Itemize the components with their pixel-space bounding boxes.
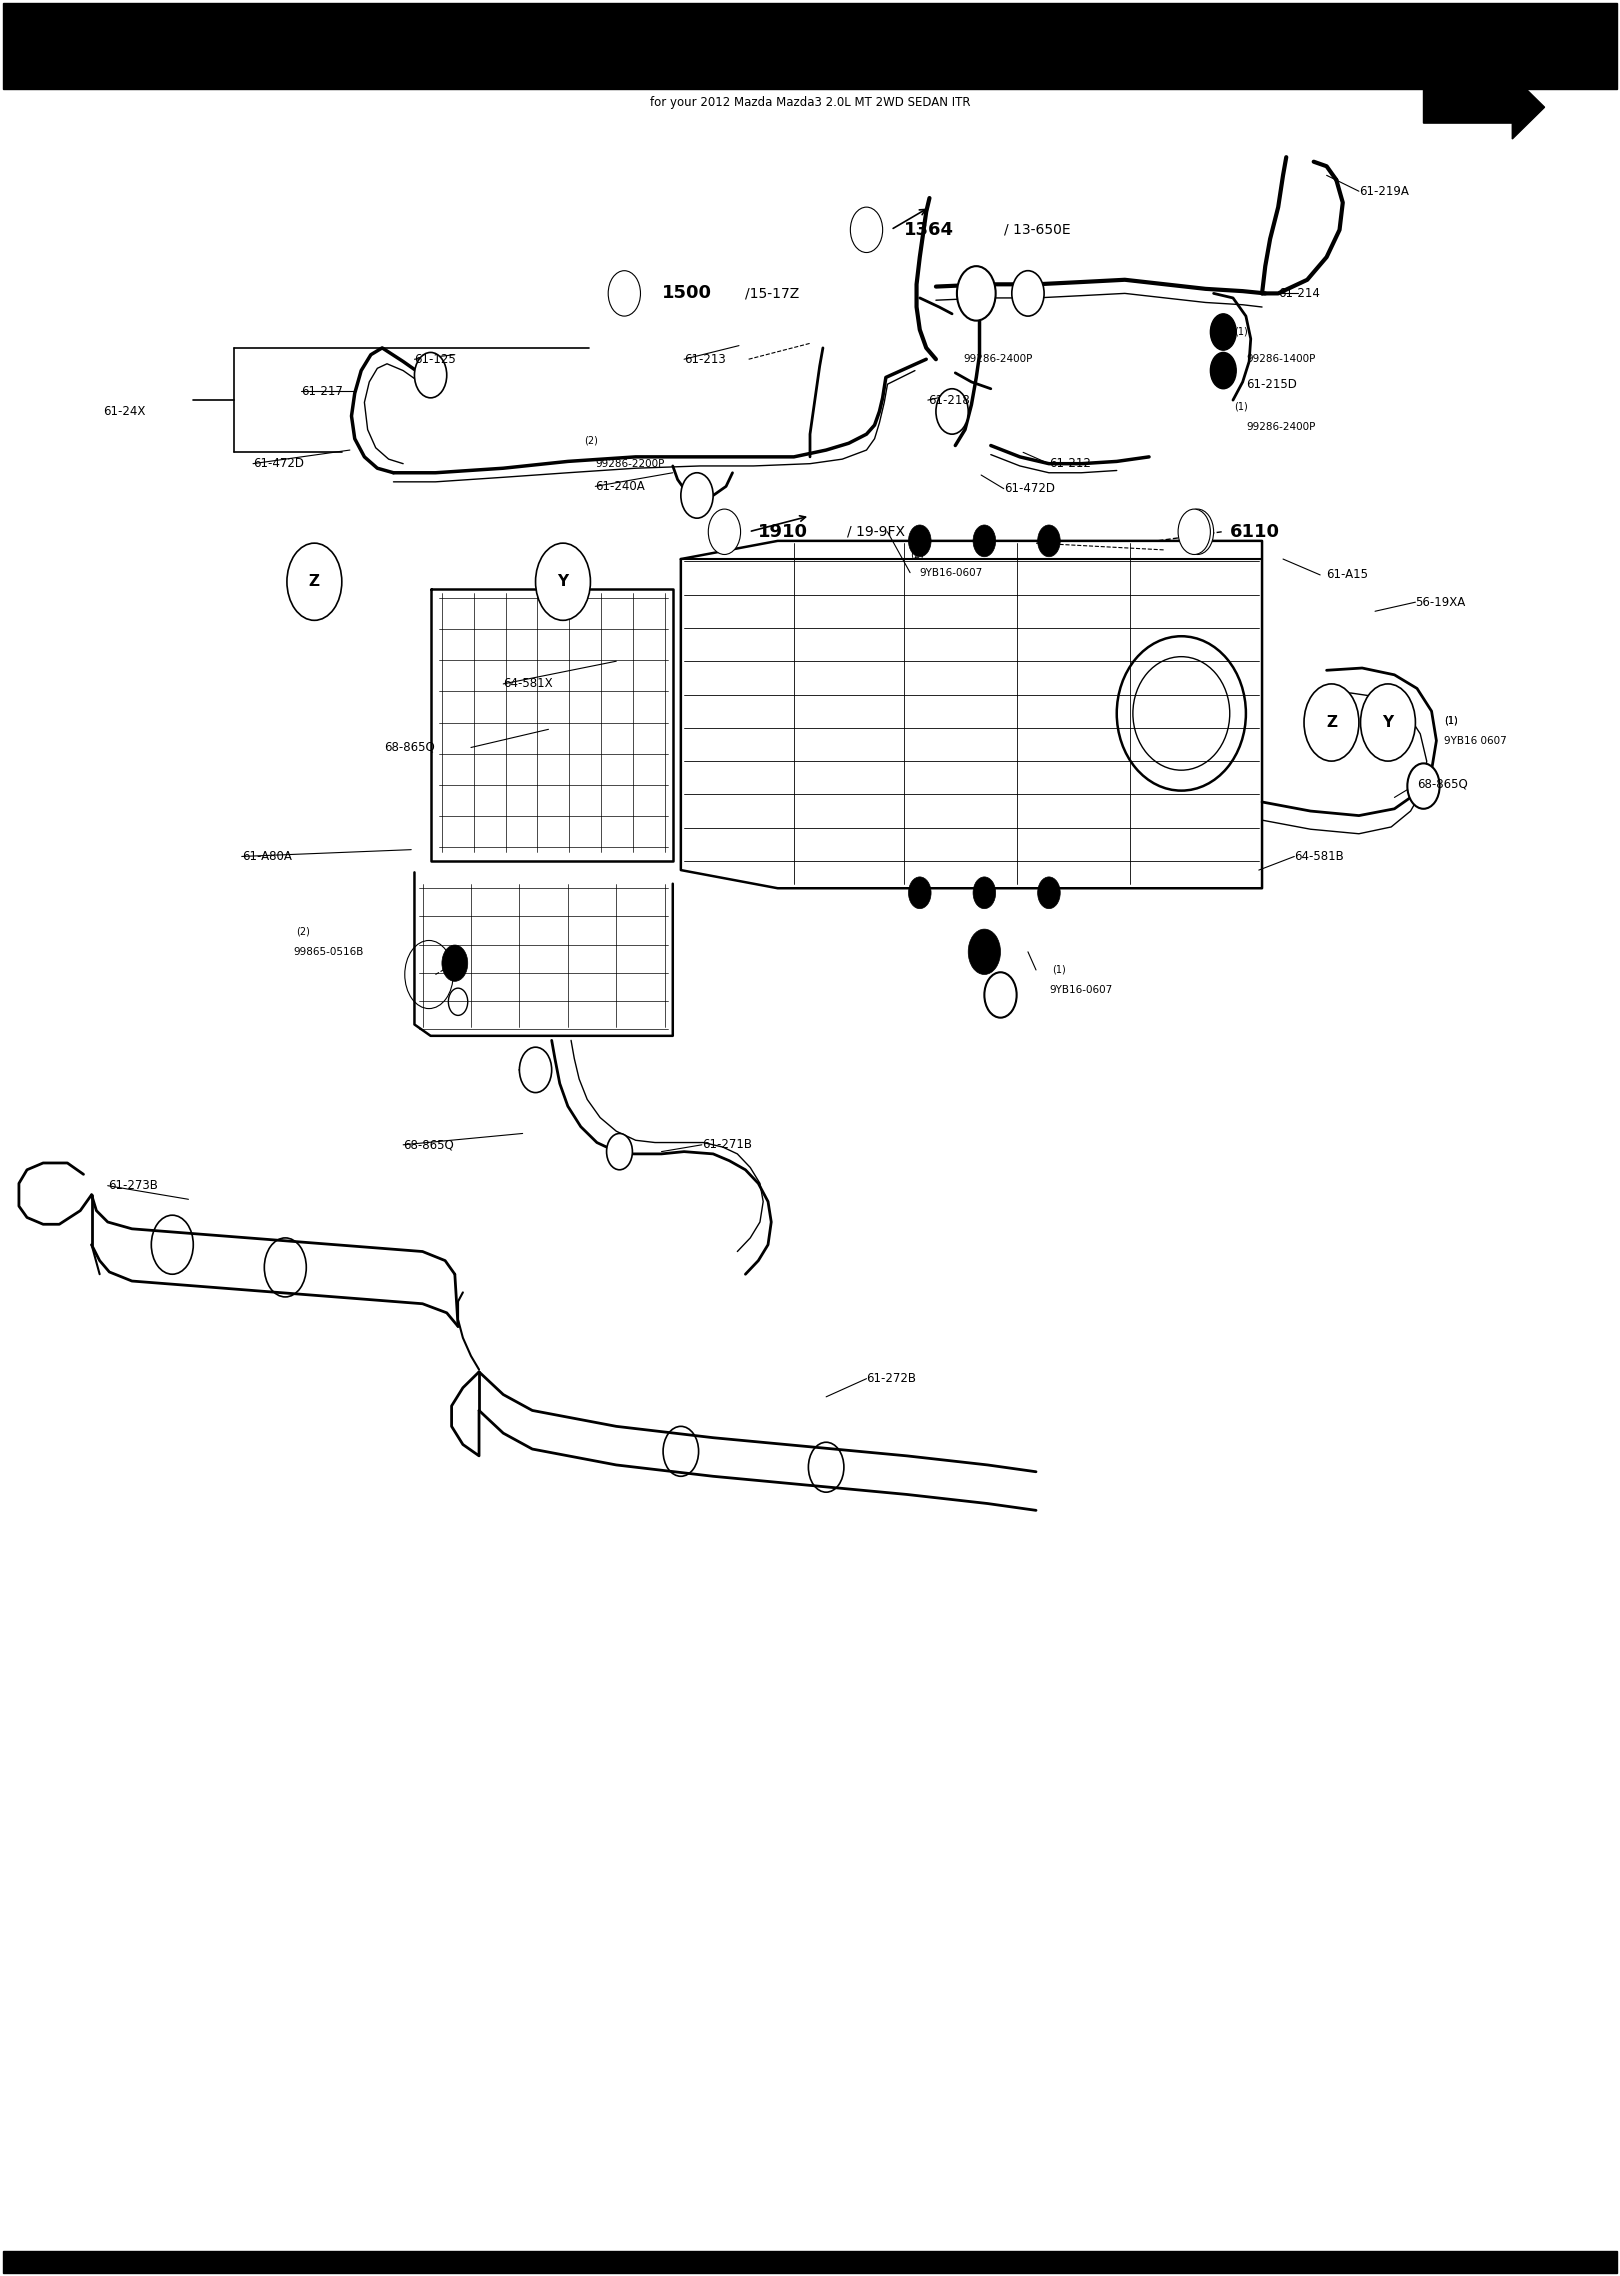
Text: 61-240A: 61-240A (595, 480, 645, 494)
Circle shape (1178, 510, 1210, 555)
Circle shape (287, 544, 342, 621)
Text: 64-581X: 64-581X (504, 678, 552, 690)
Circle shape (985, 972, 1017, 1017)
Circle shape (708, 510, 740, 555)
Circle shape (936, 389, 969, 435)
Circle shape (974, 526, 996, 558)
Text: 61-214: 61-214 (1278, 287, 1320, 300)
Text: 99286-1400P: 99286-1400P (1246, 355, 1315, 364)
Text: (2): (2) (583, 437, 598, 446)
Circle shape (974, 876, 996, 908)
Text: /15-17Z: /15-17Z (745, 287, 800, 300)
Circle shape (1210, 314, 1236, 351)
Text: (1): (1) (1445, 715, 1458, 726)
Text: 56-19XA: 56-19XA (1416, 596, 1466, 608)
Bar (3, 2, 1617, 89)
Text: 61-219A: 61-219A (1359, 184, 1409, 198)
Circle shape (1038, 876, 1059, 908)
Text: Z: Z (1325, 715, 1336, 731)
Text: 61-472D: 61-472D (1004, 483, 1055, 496)
Text: 61-273B: 61-273B (107, 1179, 157, 1193)
Text: / 13-650E: / 13-650E (1004, 223, 1071, 237)
Circle shape (1210, 353, 1236, 389)
Text: (1): (1) (1234, 403, 1249, 412)
Text: 61-A80A: 61-A80A (241, 849, 292, 863)
Text: for your 2012 Mazda Mazda3 2.0L MT 2WD SEDAN ITR: for your 2012 Mazda Mazda3 2.0L MT 2WD S… (650, 96, 970, 109)
Circle shape (909, 876, 931, 908)
Circle shape (1181, 510, 1213, 555)
Text: 68-865Q: 68-865Q (1418, 778, 1468, 790)
Text: 9YB16 0607: 9YB16 0607 (1445, 735, 1507, 747)
Circle shape (680, 473, 713, 519)
Text: 1500: 1500 (661, 284, 711, 303)
Circle shape (957, 266, 996, 321)
Text: Z: Z (309, 574, 319, 589)
Text: 61-218: 61-218 (928, 394, 970, 407)
Text: 1364: 1364 (904, 221, 954, 239)
Text: 9YB16-0607: 9YB16-0607 (920, 567, 983, 578)
Text: Y: Y (1382, 715, 1393, 731)
Text: 99286-2400P: 99286-2400P (1246, 423, 1315, 432)
Circle shape (442, 945, 468, 981)
Text: 61-217: 61-217 (301, 385, 343, 398)
Text: 61-472D: 61-472D (253, 457, 305, 471)
Circle shape (969, 929, 1001, 974)
Text: 68-865Q: 68-865Q (403, 1138, 454, 1152)
Circle shape (1012, 271, 1045, 316)
Text: (1): (1) (1051, 965, 1066, 974)
Text: 64-581B: 64-581B (1294, 849, 1345, 863)
Circle shape (1038, 526, 1059, 558)
Text: (2): (2) (296, 926, 311, 935)
Circle shape (606, 1133, 632, 1170)
Circle shape (1408, 762, 1440, 808)
Circle shape (909, 526, 931, 558)
Circle shape (608, 271, 640, 316)
Text: 6110: 6110 (1230, 523, 1280, 542)
Text: Y: Y (557, 574, 569, 589)
Text: 68-865Q: 68-865Q (384, 742, 434, 753)
Polygon shape (1424, 75, 1544, 139)
Text: 61-213: 61-213 (684, 353, 726, 366)
Circle shape (850, 207, 883, 253)
Text: (1): (1) (1234, 328, 1249, 337)
Text: 99865-0516B: 99865-0516B (293, 947, 364, 956)
Text: 61-272B: 61-272B (867, 1372, 917, 1386)
Text: FWD: FWD (1450, 100, 1479, 109)
Text: 1910: 1910 (758, 523, 808, 542)
Text: (2): (2) (910, 549, 923, 560)
Text: 99286-2200P: 99286-2200P (595, 460, 664, 469)
Text: 61-215D: 61-215D (1246, 378, 1296, 391)
Text: 9YB16-0607: 9YB16-0607 (1048, 986, 1113, 995)
Circle shape (1304, 683, 1359, 760)
Text: / 19-9FX: / 19-9FX (847, 526, 906, 539)
Text: HEATER (AUTOMATIC TRANSMISSION): HEATER (AUTOMATIC TRANSMISSION) (635, 36, 985, 55)
Circle shape (415, 353, 447, 398)
Bar (3, 2251, 1617, 2274)
Circle shape (1361, 683, 1416, 760)
Text: 61-125: 61-125 (415, 353, 457, 366)
Text: 61-212: 61-212 (1048, 457, 1090, 471)
Circle shape (520, 1047, 552, 1092)
Text: 61-A15: 61-A15 (1327, 569, 1369, 580)
Text: 61-24X: 61-24X (104, 405, 146, 419)
Text: 99286-2400P: 99286-2400P (964, 355, 1032, 364)
Text: (1): (1) (1445, 715, 1458, 726)
Text: 61-271B: 61-271B (701, 1138, 752, 1152)
Circle shape (536, 544, 590, 621)
